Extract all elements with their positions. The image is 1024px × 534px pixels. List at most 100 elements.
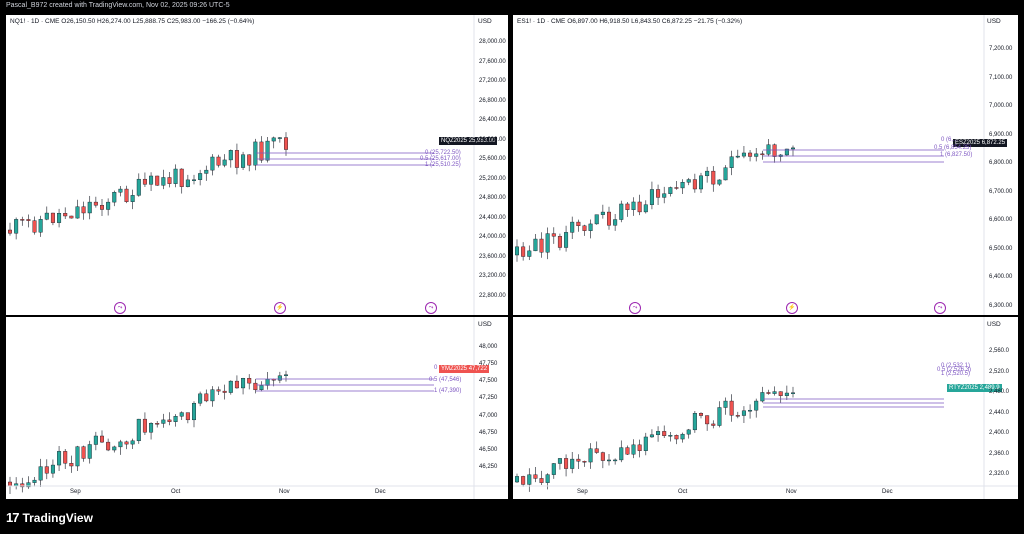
tradingview-logo[interactable]: 17 TradingView [6,510,93,525]
candle-body [778,391,783,396]
chart-canvas-ym[interactable] [6,317,508,499]
candle-body [130,440,135,445]
candle-body [106,201,111,210]
candle-body [588,223,593,231]
time-tick: Nov [279,489,290,495]
chart-canvas-es[interactable] [513,15,1018,315]
candle-body [99,205,104,210]
price-tick: 2,360.0 [989,450,1010,457]
candle-body [741,410,746,416]
candle-body [557,458,562,464]
chart-canvas-rty[interactable] [513,317,1018,499]
candle-body [106,441,111,451]
candle-body [130,195,135,202]
candle-body [50,464,55,474]
chart-pane-rty[interactable]: USD RTYZ2025 2,489.9 0 (2,532.1) 0.5 (2,… [513,317,1018,499]
candle-body [748,152,753,157]
candle-body [668,187,673,194]
candle-body [600,452,605,461]
price-tick: 2,320.0 [989,471,1010,477]
candle-body [570,458,575,469]
candle-body [662,431,667,436]
candle-body [729,156,734,168]
candle-body [228,150,233,161]
candle-body [87,444,92,459]
candle-body [674,435,679,440]
candle-body [748,409,753,412]
price-tick: 46,500 [479,446,498,453]
fib-level-0: 0 [434,365,438,371]
tv-brand-name: TradingView [22,510,93,525]
candle-body [228,380,233,393]
candle-body [234,150,239,168]
candle-body [57,451,62,466]
header-credit: Pascal_B972 created with TradingView.com… [6,2,230,9]
event-marker-icon[interactable]: ⤳ [934,302,946,314]
chart-canvas-nq[interactable] [6,15,508,315]
price-tick: 26,800.00 [479,97,506,104]
candle-body [161,419,166,424]
currency-label: USD [987,321,1001,328]
candle-body [735,155,740,158]
candle-body [625,203,630,210]
candle-body [20,483,25,488]
event-marker-icon[interactable]: ⚡ [274,302,286,314]
candle-body [118,188,123,193]
price-tick: 6,900.00 [989,131,1013,138]
price-tick: 7,000.00 [989,103,1013,110]
fib-level-0: 0 (2,532.1) [941,363,971,369]
candle-body [173,168,178,184]
price-tick: 46,250 [479,464,498,470]
candle-body [222,390,227,393]
price-tick: 6,400.00 [989,274,1013,281]
candle-body [705,170,710,177]
chart-pane-es[interactable]: ES1! · 1D · CME O6,897.00 H6,918.50 L6,8… [513,15,1018,315]
price-tick: 2,440.0 [989,409,1010,416]
price-tick: 22,800.00 [479,293,506,299]
candle-body [81,446,86,459]
candle-body [63,213,68,217]
candle-body [594,214,599,225]
candle-body [50,212,55,223]
event-marker-icon[interactable]: ⤳ [425,302,437,314]
candle-body [185,179,190,187]
candle-body [600,211,605,215]
candle-body [772,391,777,394]
event-marker-icon[interactable]: ⤳ [114,302,126,314]
currency-label: USD [478,321,492,328]
candle-body [8,229,12,234]
price-tick: 47,500 [479,378,498,385]
candle-body [265,140,270,161]
candle-body [93,435,98,445]
chart-pane-ym[interactable]: USD YMZ2025 47,722 0 0.5 (47,546) 1 (47,… [6,317,508,499]
candle-body [637,201,642,213]
candle-body [44,466,49,474]
candle-body [210,156,215,171]
candle-body [112,446,117,451]
time-tick: Dec [882,489,893,495]
chart-pane-nq[interactable]: NQ1! · 1D · CME O26,150.50 H26,274.00 L2… [6,15,508,315]
candle-body [643,204,648,213]
candle-body [606,459,611,462]
candle-body [81,206,86,214]
candle-body [271,137,276,142]
time-tick: Dec [375,489,386,495]
fib-level-05: 0.5 (6,854.25) [934,145,972,151]
price-tick: 48,000 [479,344,498,350]
candle-body [680,433,685,440]
candle-body [210,389,215,402]
candle-body [87,201,92,214]
time-tick: Nov [786,489,797,495]
candle-body [515,476,519,483]
candle-body [136,418,141,442]
last-price-label: NQZ2025 25,983.00 [439,137,498,145]
event-marker-icon[interactable]: ⚡ [786,302,798,314]
candle-body [754,153,759,157]
candle-body [259,141,264,161]
candle-body [38,466,43,481]
event-marker-icon[interactable]: ⤳ [629,302,641,314]
price-tick: 24,400.00 [479,214,506,221]
candle-body [717,407,722,426]
price-tick: 24,000.00 [479,234,506,241]
candle-body [649,434,654,438]
